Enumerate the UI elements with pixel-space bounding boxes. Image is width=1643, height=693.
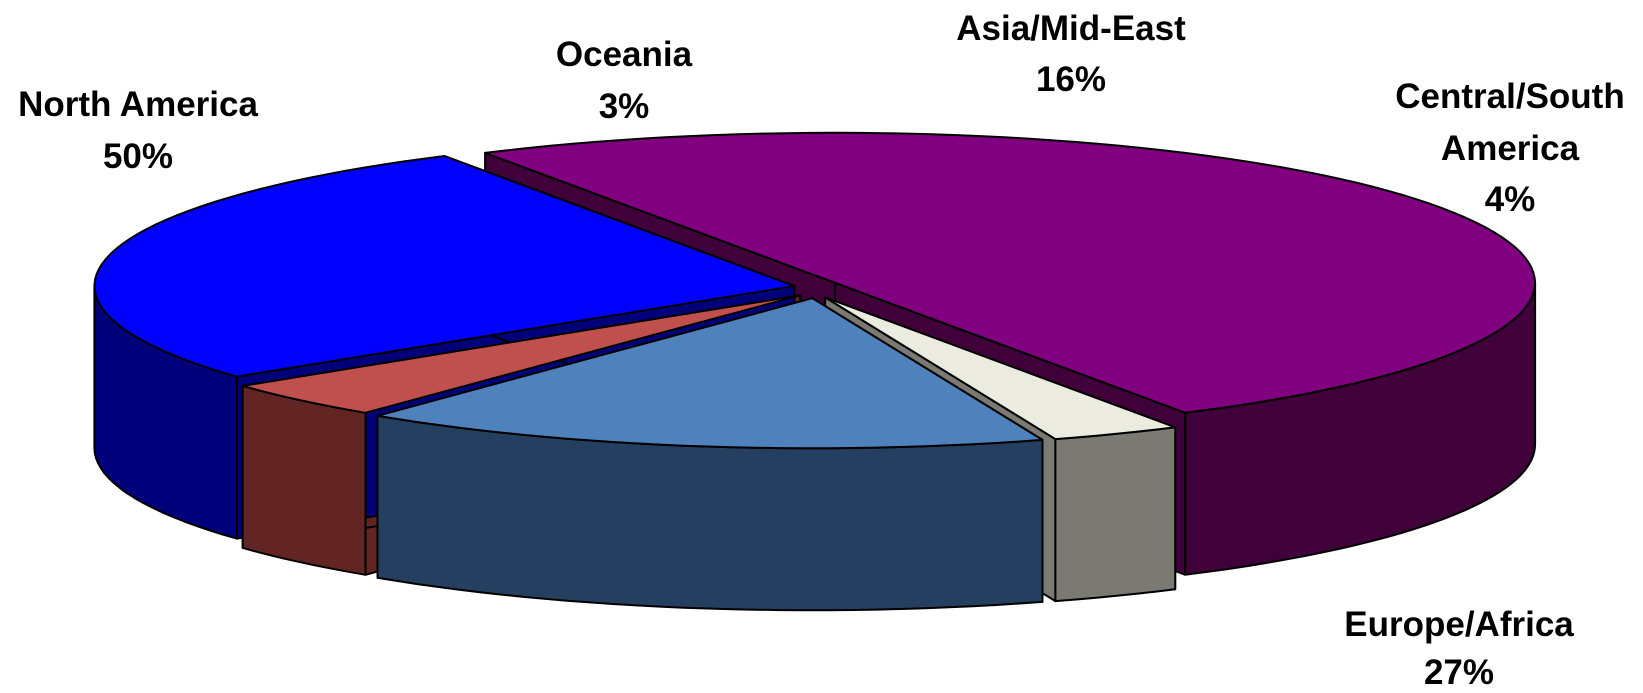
slice-top-north-america [484, 131, 1537, 414]
slice-label-name-line2: America [1441, 129, 1580, 168]
slice-label-name: Oceania [556, 35, 693, 74]
slice-label-asia-mid-east: Asia/Mid-East 16% [956, 9, 1186, 99]
slice-label-percent: 27% [1424, 653, 1494, 692]
pie-top-layer [93, 131, 1537, 450]
slice-outer-wall-oceania [1054, 426, 1177, 603]
slice-label-oceania: Oceania 3% [556, 35, 693, 126]
slice-label-name: North America [18, 85, 258, 124]
slice-label-name: Central/South [1395, 77, 1624, 116]
slice-label-name: Asia/Mid-East [956, 9, 1186, 48]
slice-label-percent: 16% [1036, 60, 1106, 99]
slice-label-percent: 3% [599, 87, 650, 126]
slice-outer-wall-central-south-america [241, 384, 367, 576]
slice-label-europe-africa: Europe/Africa 27% [1344, 605, 1574, 692]
slice-label-north-america: North America 50% [18, 85, 258, 176]
slice-label-name: Europe/Africa [1344, 605, 1574, 644]
slice-top-asia-mid-east [376, 297, 1044, 450]
slice-top-central-south-america [241, 294, 802, 414]
slice-label-percent: 4% [1485, 180, 1536, 219]
slice-label-percent: 50% [103, 137, 173, 176]
slice-top-oceania [824, 296, 1177, 441]
slice-top-europe-africa [93, 155, 796, 378]
slice-label-central-south-america: Central/South America 4% [1395, 77, 1624, 219]
